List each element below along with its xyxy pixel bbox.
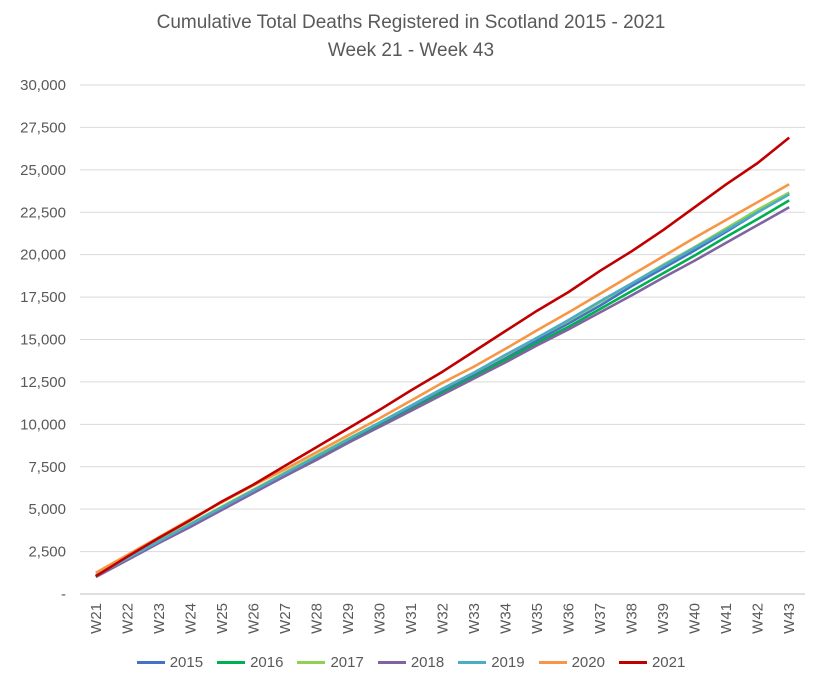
legend-swatch: [377, 661, 406, 664]
chart-subtitle: Week 21 - Week 43: [327, 40, 495, 61]
x-tick-label: W34: [498, 603, 515, 634]
legend-item-2016: 2016: [217, 654, 283, 671]
y-tick-label: 30,000: [20, 77, 66, 94]
legend-swatch: [136, 661, 165, 664]
legend-swatch: [538, 661, 567, 664]
legend-swatch: [297, 661, 326, 664]
legend-label: 2019: [491, 654, 525, 671]
chart-title: Cumulative Total Deaths Registered in Sc…: [156, 12, 666, 33]
y-tick-label: 27,500: [20, 119, 66, 136]
y-tick-label: 17,500: [20, 289, 66, 306]
x-tick-label: W33: [466, 603, 483, 634]
legend-swatch: [618, 661, 647, 664]
y-tick-label: 22,500: [20, 204, 66, 221]
x-tick-label: W32: [435, 603, 452, 634]
x-tick-label: W38: [624, 603, 641, 634]
legend-swatch: [458, 661, 487, 664]
series-line-2018: [95, 206, 790, 579]
y-tick-label: 25,000: [20, 162, 66, 179]
series-line-2021: [95, 136, 791, 578]
y-tick-label: 10,000: [20, 416, 66, 433]
legend-label: 2017: [330, 654, 364, 671]
y-tick-label: 5,000: [28, 501, 66, 518]
legend-label: 2016: [250, 654, 284, 671]
legend-item-2020: 2020: [538, 654, 605, 671]
legend-item-2021: 2021: [618, 654, 686, 671]
y-tick-label: 7,500: [28, 459, 66, 476]
x-tick-label: W43: [781, 603, 798, 634]
x-tick-label: W23: [151, 603, 168, 634]
legend-swatch: [217, 661, 246, 664]
x-tick-label: W21: [88, 603, 105, 634]
y-tick-label: -: [61, 586, 66, 603]
x-tick-label: W40: [687, 603, 704, 634]
legend-label: 2021: [651, 654, 686, 671]
x-tick-label: W30: [371, 603, 388, 634]
x-tick-label: W22: [119, 603, 136, 634]
x-tick-label: W26: [245, 603, 262, 634]
legend: 2015 2016 2017 2018 2019 2020 2021: [0, 654, 822, 671]
x-tick-label: W28: [308, 603, 325, 634]
y-tick-label: 20,000: [20, 247, 66, 264]
x-tick-label: W37: [592, 603, 609, 634]
series-lines: [95, 136, 791, 579]
y-axis-ticks: - 2,500 5,000 7,500 10,000 12,500 15,000 17,500…: [20, 77, 66, 603]
x-tick-label: W42: [750, 603, 767, 634]
x-tick-label: W29: [340, 603, 357, 634]
legend-label: 2018: [410, 654, 445, 671]
x-axis-ticks: W21 W22 W23 W24 W25 W26 W27 W28 W29 W30 W31 W32 W33 W…: [88, 603, 798, 634]
y-tick-label: 2,500: [28, 544, 66, 561]
legend-label: 2015: [169, 654, 204, 671]
y-tick-label: 15,000: [20, 332, 66, 349]
legend-item-2015: 2015: [136, 654, 204, 671]
x-tick-label: W31: [403, 603, 420, 634]
x-tick-label: W25: [214, 603, 231, 634]
series-line-2019: [95, 193, 790, 577]
x-tick-label: W27: [277, 603, 294, 634]
x-tick-label: W24: [182, 603, 199, 634]
x-tick-label: W41: [718, 603, 735, 634]
legend-label: 2020: [571, 654, 605, 671]
legend-item-2018: 2018: [377, 654, 445, 671]
grid-lines: [80, 84, 805, 595]
y-tick-label: 12,500: [20, 374, 66, 391]
legend-item-2017: 2017: [297, 654, 364, 671]
x-tick-label: W35: [529, 603, 546, 634]
x-tick-label: W36: [561, 603, 578, 634]
legend-item-2019: 2019: [458, 654, 525, 671]
x-tick-label: W39: [655, 603, 672, 634]
